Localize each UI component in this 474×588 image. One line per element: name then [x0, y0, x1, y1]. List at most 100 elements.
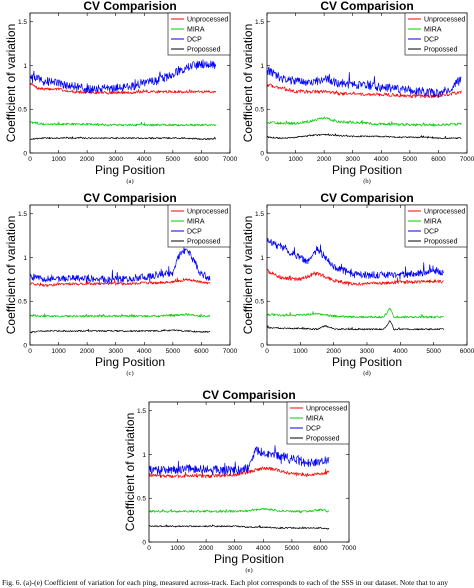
series-line-propossed [149, 524, 330, 530]
x-tick-label: 1000 [51, 156, 66, 163]
chart-title: CV Comparision [83, 0, 176, 13]
x-tick-label: 2000 [80, 156, 95, 163]
y-tick-label: 1.5 [255, 19, 264, 26]
series-line-propossed [30, 136, 217, 140]
legend-box [404, 12, 468, 56]
y-tick-label: 0.5 [255, 107, 264, 114]
series-line-dcp [267, 238, 445, 280]
y-tick-label: 0 [23, 342, 27, 349]
series-line-unprocessed [267, 83, 462, 99]
legend-label-mira: MIRA [306, 416, 324, 423]
y-tick-label: 1 [142, 452, 146, 459]
chart-title: CV Comparision [320, 191, 413, 205]
x-axis-label: Ping Position [332, 355, 402, 369]
x-tick-label: 0 [265, 348, 269, 355]
legend-label-unprocessed: Unprocessed [306, 406, 347, 413]
panel-label: (c) [126, 370, 133, 377]
y-tick-label: 1.5 [137, 408, 146, 415]
x-tick-label: 4000 [256, 545, 271, 552]
legend-label-dcp: DCP [187, 37, 202, 44]
x-tick-label: 0 [28, 348, 32, 355]
chart-title: CV Comparision [83, 191, 176, 205]
legend-box [286, 401, 350, 445]
legend-box [167, 204, 231, 248]
x-tick-label: 2000 [80, 348, 95, 355]
legend-box [167, 12, 231, 56]
legend-label-dcp: DCP [424, 37, 439, 44]
y-tick-label: 0.5 [18, 299, 27, 306]
legend-box [404, 204, 468, 248]
series-line-unprocessed [267, 269, 444, 286]
x-tick-label: 5000 [403, 156, 418, 163]
x-tick-label: 3000 [360, 348, 375, 355]
series-line-unprocessed [149, 466, 330, 479]
x-tick-label: 4000 [374, 156, 389, 163]
x-tick-label: 2000 [199, 545, 214, 552]
y-tick-label: 1 [23, 63, 27, 70]
legend-label-mira: MIRA [187, 219, 205, 226]
legend-label-unprocessed: Unprocessed [424, 17, 465, 24]
x-tick-label: 0 [147, 545, 151, 552]
y-axis-label: Coefficient of variation [4, 216, 18, 335]
y-tick-label: 1 [260, 63, 264, 70]
chart-e: CV Comparision 0 1000 2000 3000 4000 5000 6000 7… [123, 388, 357, 574]
y-tick-label: 1.5 [18, 19, 27, 26]
legend-label-propossed: Propossed [424, 47, 458, 54]
x-tick-label: 1000 [170, 545, 185, 552]
plot-frame [148, 401, 350, 543]
y-tick-label: 0.5 [255, 299, 264, 306]
legend-label-mira: MIRA [424, 219, 442, 226]
x-tick-label: 4000 [137, 348, 152, 355]
x-tick-label: 5000 [285, 545, 300, 552]
legend-label-dcp: DCP [424, 229, 439, 236]
plot-frame [266, 12, 468, 154]
legend-label-unprocessed: Unprocessed [187, 209, 228, 216]
chart-d: CV Comparision 0 1000 2000 3000 4000 5000 6000 0… [241, 191, 474, 377]
plot-frame [29, 12, 231, 154]
plot-frame [29, 204, 231, 346]
x-tick-label: 4000 [393, 348, 408, 355]
y-axis-label: Coefficient of variation [241, 216, 255, 335]
x-tick-label: 5000 [166, 348, 181, 355]
y-tick-label: 0 [260, 150, 264, 157]
x-tick-label: 1000 [288, 156, 303, 163]
x-tick-label: 1000 [51, 348, 66, 355]
series-line-dcp [30, 59, 217, 94]
figure-caption: Fig. 6. (a)-(e) Coefficient of variation… [2, 578, 448, 587]
chart-title: CV Comparision [202, 388, 295, 402]
legend-label-propossed: Propossed [306, 436, 340, 443]
y-tick-label: 1.5 [18, 211, 27, 218]
x-axis-label: Ping Position [214, 552, 284, 566]
x-tick-label: 2000 [317, 156, 332, 163]
x-tick-label: 7000 [342, 545, 357, 552]
legend-label-dcp: DCP [306, 426, 321, 433]
x-tick-label: 7000 [223, 348, 238, 355]
series-line-propossed [267, 133, 462, 140]
panel-label: (d) [363, 370, 371, 377]
chart-a: CV Comparision 0 1000 2000 3000 4000 5000 6000 7… [4, 0, 238, 185]
legend-label-mira: MIRA [187, 27, 205, 34]
x-tick-label: 6000 [313, 545, 328, 552]
y-axis-label: Coefficient of variation [4, 24, 18, 143]
y-tick-label: 0 [260, 342, 264, 349]
x-tick-label: 6000 [194, 156, 209, 163]
series-line-mira [30, 313, 211, 318]
legend-label-mira: MIRA [424, 27, 442, 34]
legend-label-unprocessed: Unprocessed [424, 209, 465, 216]
x-tick-label: 5000 [426, 348, 441, 355]
x-tick-label: 3000 [345, 156, 360, 163]
legend-label-propossed: Propossed [187, 239, 221, 246]
x-tick-label: 4000 [137, 156, 152, 163]
y-axis-label: Coefficient of variation [241, 24, 255, 143]
x-tick-label: 1000 [293, 348, 308, 355]
series-line-mira [30, 121, 217, 127]
x-tick-label: 6000 [431, 156, 446, 163]
y-tick-label: 0 [142, 539, 146, 546]
x-tick-label: 7000 [223, 156, 238, 163]
series-line-propossed [267, 320, 445, 331]
series-line-mira [267, 116, 462, 127]
legend-label-propossed: Propossed [187, 47, 221, 54]
series-line-dcp [149, 445, 330, 475]
chart-b: CV Comparision 0 1000 2000 3000 4000 5000 6000 7… [241, 0, 474, 185]
